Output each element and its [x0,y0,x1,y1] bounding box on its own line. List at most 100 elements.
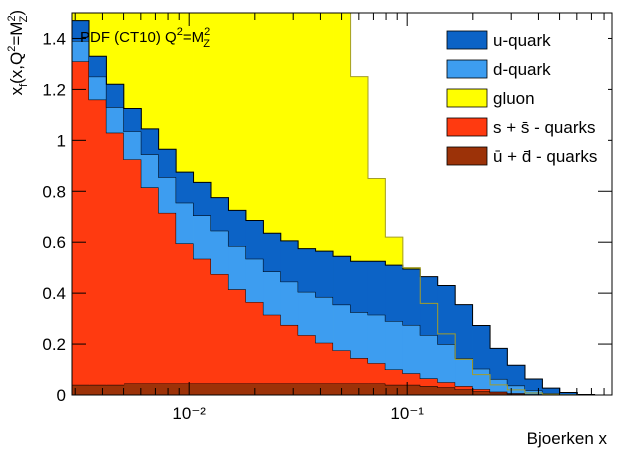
bin [194,384,212,395]
bin [141,187,159,383]
bin [490,379,508,392]
bin [124,384,142,395]
bin [507,386,525,394]
y-title-part: (x,Q [7,52,26,84]
legend-label: u-quark [493,31,551,50]
bin [333,350,351,383]
bin [159,177,177,213]
y-tick-label: 0.4 [42,284,66,303]
x-tick-label: 10⁻¹ [390,404,424,423]
bin [403,373,421,384]
x-tick-label: 10⁻² [172,404,206,423]
legend-label: ū + d̄ - quarks [493,147,597,166]
bin [385,385,403,395]
bin [455,358,473,386]
bin [351,358,369,383]
bin [89,77,107,100]
bin [525,390,543,394]
y-tick-label: 1.4 [42,29,66,48]
bin [420,386,438,395]
legend-label: gluon [493,89,535,108]
bin [211,274,229,384]
y-tick-label: 0.6 [42,233,66,252]
bin [106,84,124,107]
bin [228,210,246,246]
bin [298,292,316,335]
bin [298,384,316,395]
x-axis-title: Bjoerken x [527,429,608,448]
bin [368,315,386,363]
bin [438,382,456,387]
bin [228,246,246,289]
bin [211,198,229,231]
bin [176,172,194,203]
bin [228,384,246,395]
bin [333,256,351,304]
bin [72,61,89,384]
bin [316,297,334,343]
legend-swatch [447,118,487,136]
bin [403,325,421,373]
bin [124,109,142,132]
bin [490,348,508,379]
bin [316,343,334,384]
bin [438,344,456,382]
bin [385,321,403,369]
bin [194,259,212,384]
bin [473,325,491,368]
legend-swatch [447,147,487,165]
bin [281,384,299,395]
bin [316,384,334,395]
bin [106,107,124,132]
bin [141,129,159,154]
bin [263,271,281,314]
bin [420,378,438,386]
bin [403,385,421,395]
bin [298,335,316,383]
bin [420,277,438,336]
legend-swatch [447,89,487,107]
bin [246,302,264,383]
bin [141,384,159,395]
y-tick-label: 0 [57,386,66,405]
bin [351,312,369,358]
bin [176,203,194,244]
bin [159,384,177,395]
bin [228,289,246,383]
bin [159,149,177,177]
bin [89,385,107,395]
bin [176,243,194,383]
bin [72,385,89,395]
legend-label: d-quark [493,60,551,79]
bin [473,391,491,395]
bin [246,259,264,302]
bin [438,387,456,395]
bin [368,261,386,314]
bin [194,215,212,258]
bin [403,269,421,325]
bin [316,251,334,297]
legend-swatch [447,31,487,49]
bin [89,100,107,385]
bin [333,305,351,351]
annotation-sup: 2 [204,26,210,38]
bin [298,249,316,292]
bin [507,365,525,385]
y-title-part: =M [7,22,26,46]
bin [455,389,473,395]
bin [124,131,142,159]
bin [263,315,281,384]
bin [368,384,386,395]
annotation-sub: Z [203,38,210,50]
bin [368,363,386,383]
y-axis-title: xf(x,Q2=M2Z) [6,10,30,95]
bin [106,385,124,395]
y-tick-label: 1 [57,131,66,150]
bin [351,261,369,312]
y-tick-label: 0.8 [42,182,66,201]
bin [438,285,456,344]
bin [141,154,159,187]
bin [351,384,369,395]
